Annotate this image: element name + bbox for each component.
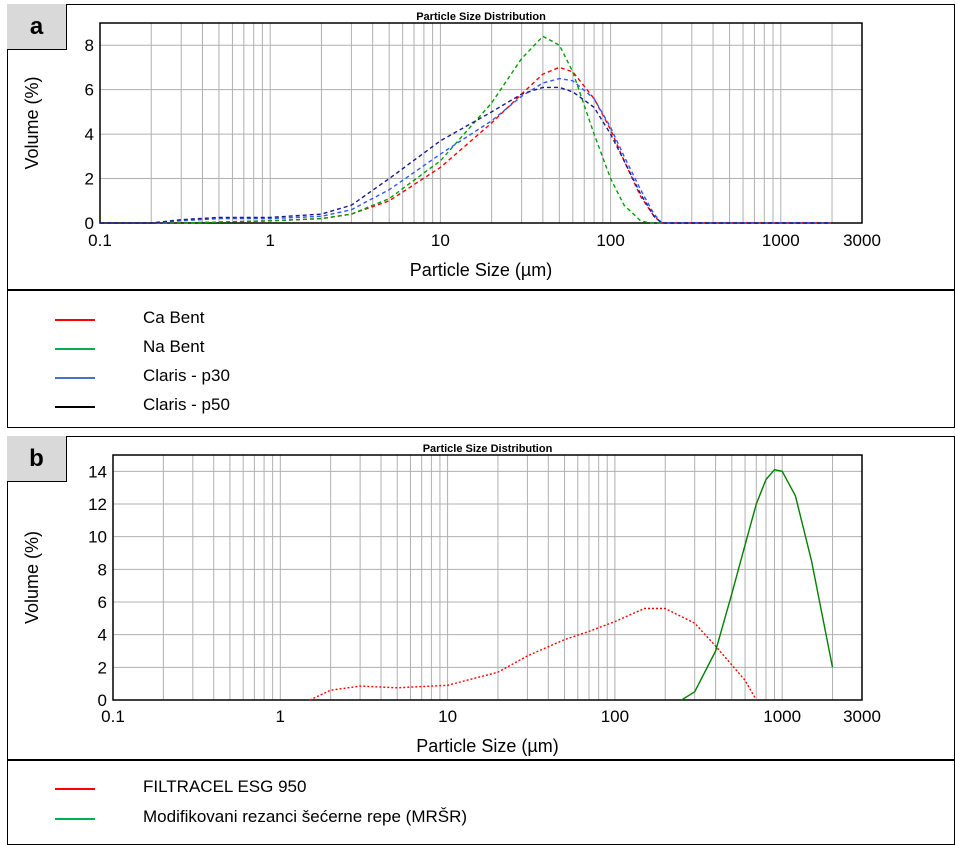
legend-label: Modifikovani rezanci šećerne repe (MRŠR) (143, 807, 468, 826)
legend-swatch (55, 788, 95, 790)
chart-panel-b (7, 436, 955, 760)
series-line (309, 607, 757, 701)
x-tick-label: 3000 (843, 231, 881, 250)
x-tick-label: 1000 (762, 231, 800, 250)
chart-title: Particle Size Distribution (423, 443, 553, 455)
legend-label: Claris - p30 (143, 366, 230, 385)
chart-title: Particle Size Distribution (416, 11, 546, 23)
y-tick-label: 2 (98, 658, 107, 677)
panel-label-b: b (7, 436, 67, 482)
series-line (681, 469, 834, 701)
legend-label: Claris - p50 (143, 395, 230, 414)
y-tick-label: 4 (98, 626, 107, 645)
x-axis-label: Particle Size (µm) (410, 260, 552, 280)
y-tick-label: 6 (98, 593, 107, 612)
legend-label: Ca Bent (143, 308, 205, 327)
y-tick-label: 2 (85, 170, 94, 189)
y-tick-label: 10 (88, 528, 107, 547)
plot-frame (99, 22, 863, 224)
plot-frame (112, 454, 863, 701)
y-tick-label: 12 (88, 495, 107, 514)
legend-panel-a (7, 290, 955, 428)
y-axis-label: Volume (%) (22, 531, 42, 624)
y-tick-label: 8 (98, 560, 107, 579)
legend-panel-b (7, 760, 955, 845)
series-line (100, 86, 832, 224)
x-tick-label: 10 (438, 707, 457, 726)
legend-swatch (55, 818, 95, 820)
series-line (100, 77, 832, 224)
x-tick-label: 100 (601, 707, 629, 726)
legend-a: Ca Bent Na Bent Claris - p30 Claris - p5… (55, 308, 555, 418)
series-line (100, 35, 832, 224)
y-tick-label: 8 (85, 36, 94, 55)
x-tick-label: 1 (265, 231, 274, 250)
y-tick-label: 0 (85, 214, 94, 233)
x-tick-label: 3000 (843, 707, 881, 726)
x-tick-label: 0.1 (101, 707, 125, 726)
legend-swatch (55, 319, 95, 321)
legend-swatch (55, 348, 95, 350)
legend-label: FILTRACEL ESG 950 (143, 777, 307, 796)
x-tick-label: 1000 (763, 707, 801, 726)
y-axis-label: Volume (%) (22, 76, 42, 169)
x-tick-label: 10 (431, 231, 450, 250)
y-tick-label: 4 (85, 125, 94, 144)
legend-label: Na Bent (143, 337, 205, 356)
y-tick-label: 14 (88, 462, 107, 481)
legend-swatch (55, 377, 95, 379)
legend-swatch (55, 406, 95, 408)
legend-b: FILTRACEL ESG 950 Modifikovani rezanci š… (55, 777, 755, 837)
x-tick-label: 100 (596, 231, 624, 250)
y-tick-label: 6 (85, 81, 94, 100)
y-tick-label: 0 (98, 691, 107, 710)
panel-label-a: a (7, 4, 67, 50)
x-tick-label: 1 (276, 707, 285, 726)
x-tick-label: 0.1 (88, 231, 112, 250)
series-line (100, 66, 832, 224)
x-axis-label: Particle Size (µm) (416, 736, 558, 756)
chart-panel-a (7, 4, 955, 290)
